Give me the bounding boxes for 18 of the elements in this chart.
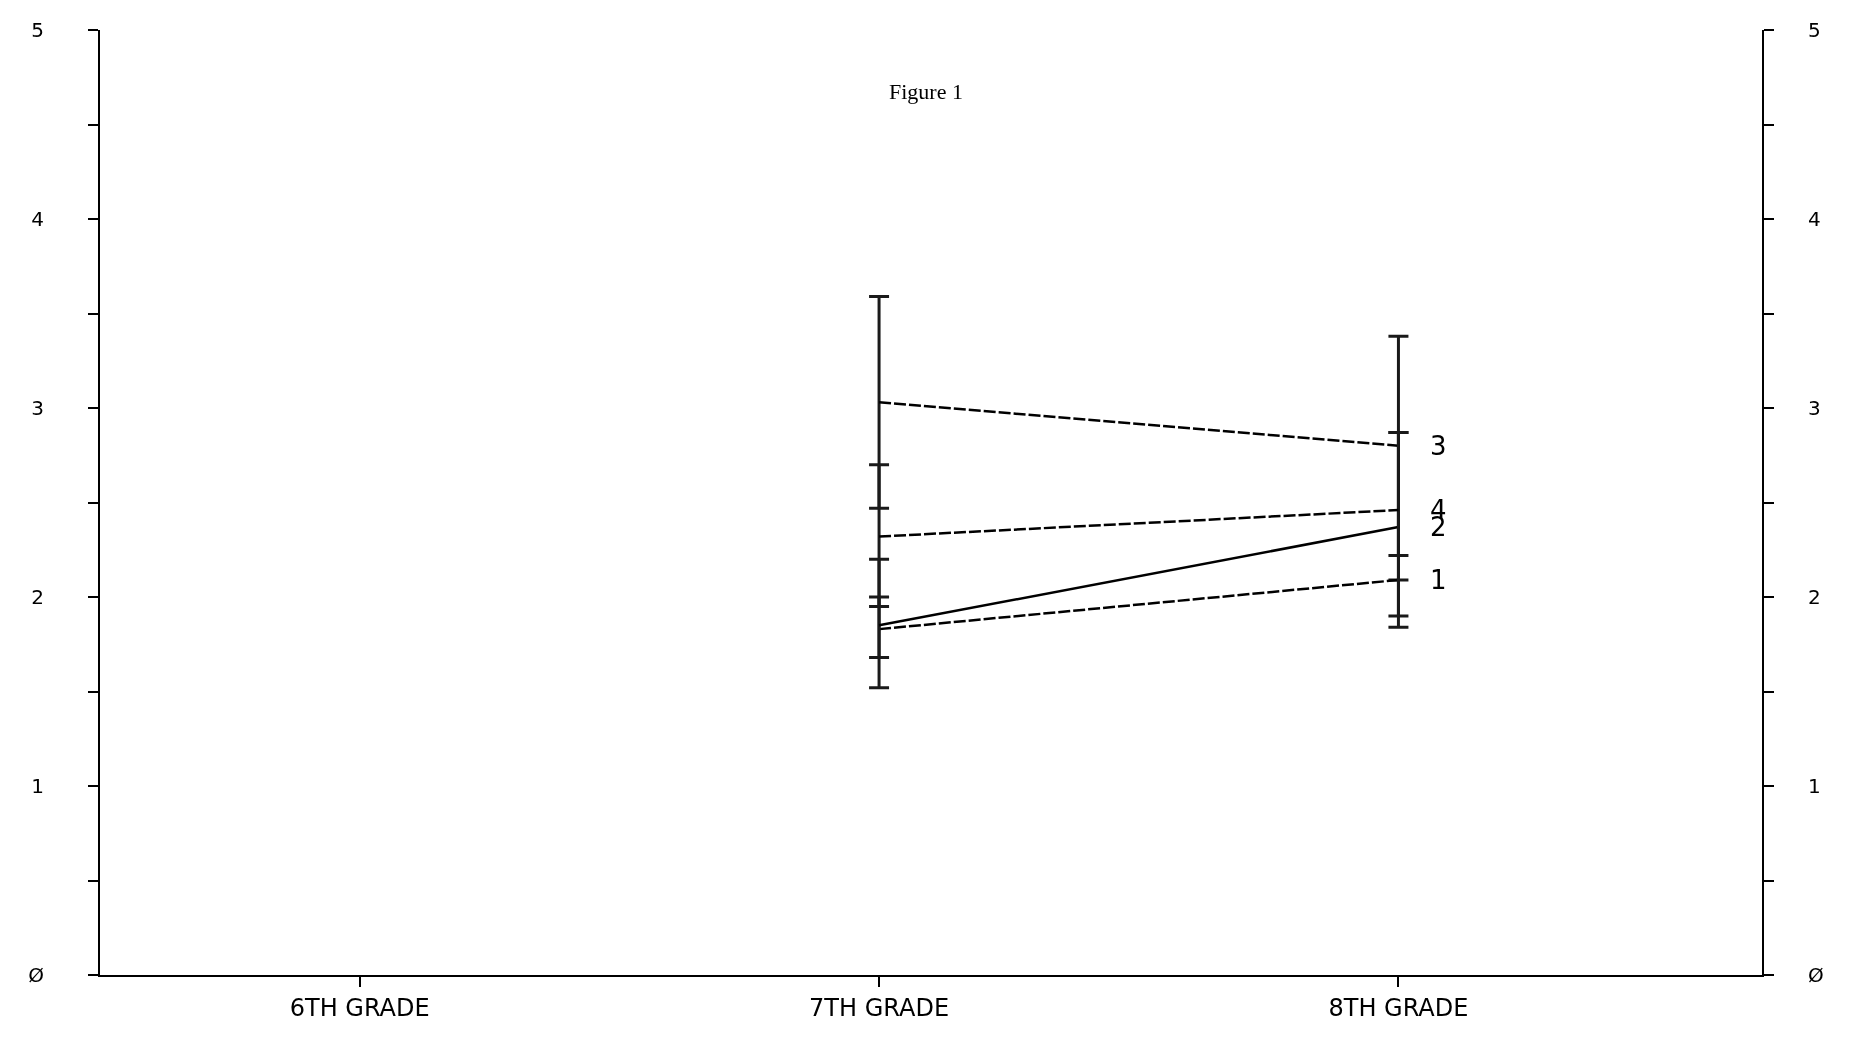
y-tick-label: Ø (28, 963, 44, 987)
x-tick-label: 7TH GRADE (809, 993, 950, 1022)
series-label: 3 (1430, 431, 1447, 461)
y-tick-label: 4 (31, 207, 44, 231)
text: Figure 1 (889, 79, 963, 104)
y-tick-label: 2 (31, 585, 44, 609)
x-tick-label: 8TH GRADE (1328, 993, 1469, 1022)
y2-tick-label: 3 (1808, 396, 1821, 420)
y-tick-label: 1 (31, 774, 44, 798)
x-tick-label: 6TH GRADE (289, 993, 430, 1022)
y-tick-label: 5 (31, 18, 44, 42)
y2-tick-label: 1 (1808, 774, 1821, 798)
y-tick-label: 3 (31, 396, 44, 420)
y2-tick-label: 2 (1808, 585, 1821, 609)
y2-tick-label: 5 (1808, 18, 1821, 42)
y2-tick-label: 4 (1808, 207, 1821, 231)
y2-tick-label: Ø (1808, 963, 1824, 987)
series-label: 1 (1430, 565, 1447, 595)
